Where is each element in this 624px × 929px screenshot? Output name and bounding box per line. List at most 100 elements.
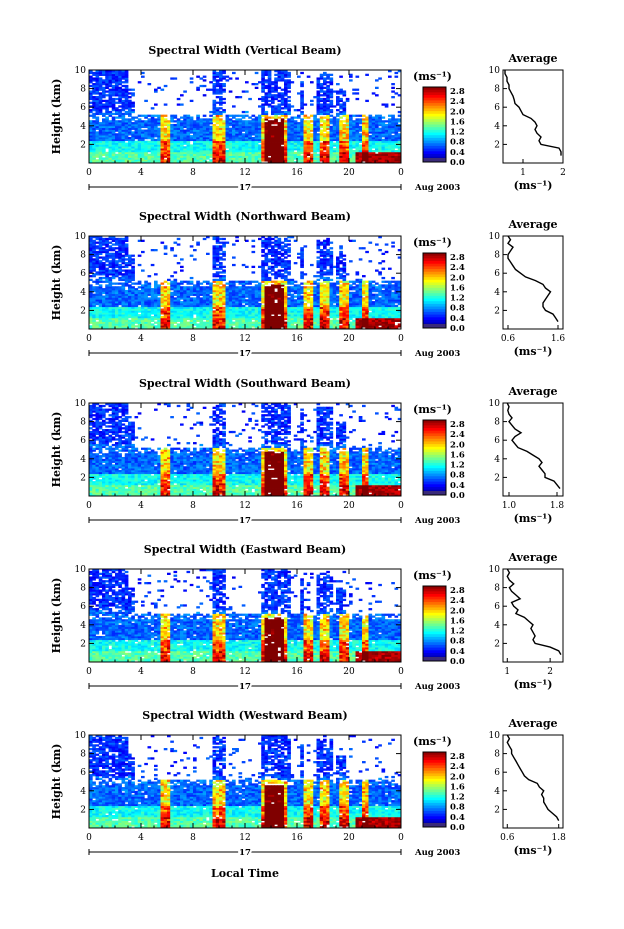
heatmap-cell [161, 283, 165, 285]
heatmap-cell [135, 325, 139, 327]
heatmap-cell [216, 96, 220, 98]
heatmap-cell [209, 111, 213, 113]
heatmap-cell [294, 117, 298, 119]
heatmap-cell [255, 117, 259, 119]
heatmap-cell [115, 283, 119, 285]
heatmap-cell [271, 245, 275, 247]
heatmap-cell [190, 135, 194, 137]
heatmap-cell [216, 107, 220, 109]
heatmap-cell [167, 283, 171, 285]
x-tick-label: 0 [398, 168, 404, 178]
heatmap-cell [261, 240, 265, 242]
profile-y-tick-label: 2 [494, 140, 500, 150]
heatmap-cell [141, 251, 145, 253]
heatmap-cell [391, 83, 395, 85]
heatmap-cell [339, 111, 343, 113]
heatmap-cell [304, 115, 308, 117]
heatmap-cell [271, 120, 275, 122]
heatmap-cell [115, 260, 119, 262]
y-tick-label: 2 [80, 140, 86, 150]
heatmap-cell [213, 83, 217, 85]
heatmap-cell [216, 102, 220, 104]
heatmap-cell [99, 284, 103, 286]
heatmap-cell [102, 238, 106, 240]
heatmap-cell [141, 120, 145, 122]
heatmap-cell [265, 238, 269, 240]
heatmap-cell [232, 264, 236, 266]
heatmap-cell [209, 296, 213, 298]
heatmap-cell [105, 117, 109, 119]
heatmap-cell [232, 72, 236, 74]
heatmap-cell [112, 117, 116, 119]
heatmap-cell [258, 266, 262, 268]
heatmap-cell [265, 111, 269, 113]
figure: Spectral Width (Vertical Beam)2468100 4 8 1… [0, 0, 624, 929]
heatmap-cell [190, 81, 194, 83]
heatmap-cell [161, 286, 165, 288]
heatmap-cell [219, 242, 223, 244]
heatmap-cell [219, 256, 223, 258]
y-tick-label: 8 [80, 85, 86, 95]
heatmap-cell [96, 117, 100, 119]
heatmap-cell [174, 297, 178, 299]
heatmap-cell [102, 100, 106, 102]
heatmap-cell [115, 247, 119, 249]
heatmap-cell [138, 314, 142, 316]
heatmap-cell [219, 253, 223, 255]
heatmap-cell [148, 154, 152, 156]
heatmap-cell [148, 275, 152, 277]
heatmap-cell [352, 92, 356, 94]
heatmap-cell [274, 74, 278, 76]
heatmap-cell [118, 283, 122, 285]
heatmap-cell [190, 255, 194, 257]
heatmap-cell [102, 247, 106, 249]
heatmap-cell [245, 286, 249, 288]
heatmap-cell [96, 286, 100, 288]
heatmap-cell [291, 81, 295, 83]
heatmap-cell [339, 103, 343, 105]
heatmap-cell [219, 83, 223, 85]
heatmap-cell [320, 124, 324, 126]
heatmap-cell [115, 154, 119, 156]
heatmap-cell [245, 266, 249, 268]
heatmap-cell [118, 238, 122, 240]
heatmap-cell [245, 307, 249, 309]
heatmap-cell [141, 115, 145, 117]
heatmap-cell [193, 258, 197, 260]
heatmap-cell [203, 238, 207, 240]
heatmap-cell [213, 284, 217, 286]
heatmap-cell [326, 85, 330, 87]
heatmap-cell [151, 323, 155, 325]
heatmap-cell [193, 318, 197, 320]
heatmap-cell [105, 100, 109, 102]
heatmap-cell [268, 271, 272, 273]
heatmap-cell [102, 281, 106, 283]
heatmap-cell [278, 87, 282, 89]
heatmap-cell [164, 118, 168, 120]
heatmap-cell [245, 120, 249, 122]
profile-y-tick-label: 10 [489, 66, 501, 76]
heatmap-cell [112, 113, 116, 115]
heatmap-cell [359, 126, 363, 128]
heatmap-cell [128, 92, 132, 94]
heatmap-cell [154, 115, 158, 117]
heatmap-cell [343, 90, 347, 92]
heatmap-cell [391, 115, 395, 117]
heatmap-cell [180, 94, 184, 96]
heatmap-cell [261, 255, 265, 257]
heatmap-cell [213, 273, 217, 275]
heatmap-cell [128, 100, 132, 102]
heatmap-cell [151, 264, 155, 266]
heatmap-cell [222, 258, 226, 260]
heatmap-cell [226, 283, 230, 285]
heatmap-cell [252, 240, 256, 242]
colorbar-tick-label: 0.8 [450, 138, 465, 148]
heatmap-cell [258, 98, 262, 100]
heatmap-cell [239, 281, 243, 283]
heatmap-cell [151, 107, 155, 109]
heatmap-cell [326, 81, 330, 83]
heatmap-cell [281, 89, 285, 91]
heatmap-cell [89, 284, 93, 286]
heatmap-cell [122, 81, 126, 83]
panel-2: Spectral Width (Northward Beam)2468100 4 8… [50, 210, 565, 359]
